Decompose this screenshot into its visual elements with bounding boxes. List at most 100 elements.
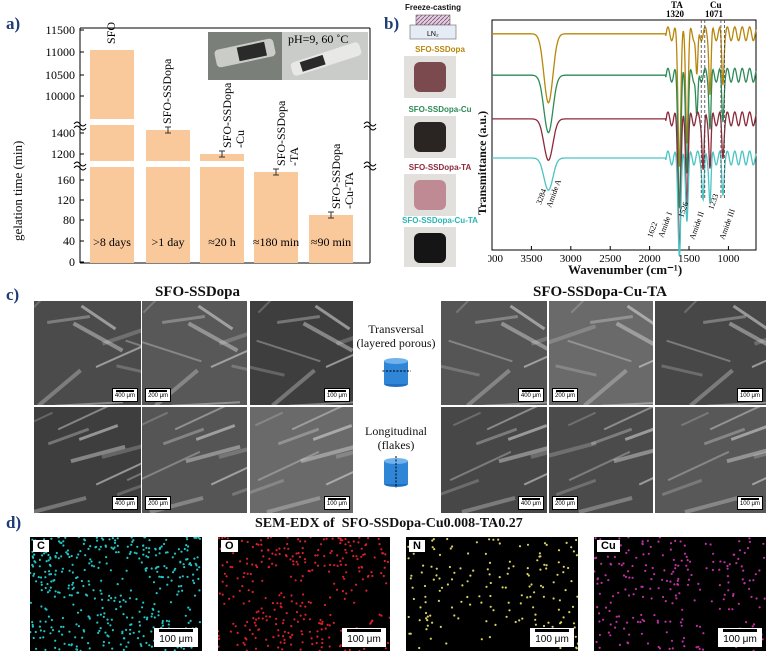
edx-dot bbox=[267, 565, 271, 568]
edx-dot bbox=[309, 537, 312, 539]
edx-dot bbox=[170, 579, 173, 582]
edx-dot bbox=[325, 537, 328, 540]
edx-dot bbox=[83, 539, 87, 542]
edx-dot bbox=[718, 584, 721, 587]
edx-dot bbox=[189, 562, 192, 565]
edx-dot bbox=[552, 581, 555, 584]
edx-dot bbox=[254, 647, 258, 650]
edx-dot bbox=[248, 628, 251, 631]
edx-dot bbox=[297, 552, 300, 555]
edx-dot bbox=[670, 639, 674, 642]
edx-dot bbox=[31, 555, 34, 558]
edx-dot bbox=[61, 567, 64, 570]
edx-dot bbox=[279, 641, 282, 644]
edx-dot bbox=[273, 608, 276, 611]
edx-dot bbox=[609, 601, 612, 604]
edx-dot bbox=[758, 606, 761, 609]
edx-dot bbox=[218, 634, 220, 638]
edx-dot bbox=[723, 593, 726, 596]
edx-dot bbox=[283, 630, 286, 633]
edx-dot bbox=[116, 583, 119, 586]
edx-dot bbox=[636, 620, 639, 623]
edx-dot bbox=[180, 584, 183, 588]
edx-dot bbox=[94, 546, 97, 549]
edx-dot bbox=[459, 567, 462, 570]
edx-dot bbox=[551, 625, 554, 628]
y-tick-label: 11000 bbox=[45, 45, 75, 59]
edx-dot bbox=[320, 543, 323, 546]
sem-texture bbox=[37, 368, 82, 405]
edx-dot bbox=[125, 616, 129, 619]
sem-texture bbox=[325, 454, 353, 486]
edx-dot bbox=[83, 630, 86, 633]
edx-dot bbox=[267, 537, 270, 540]
edx-dot bbox=[520, 594, 523, 597]
scale-bar: 400 μm bbox=[111, 496, 138, 510]
edx-dot bbox=[358, 537, 361, 539]
edx-dot bbox=[670, 572, 673, 575]
edx-dot bbox=[54, 556, 57, 559]
edx-dot bbox=[640, 585, 643, 588]
edx-dot bbox=[681, 608, 684, 611]
edx-dot bbox=[310, 637, 313, 640]
edx-dot bbox=[132, 539, 135, 542]
edx-dot bbox=[646, 642, 650, 645]
edx-dot bbox=[268, 557, 271, 560]
edx-dot bbox=[576, 595, 578, 598]
edx-dot bbox=[138, 610, 141, 613]
sample-gel bbox=[414, 62, 446, 92]
edx-dot bbox=[504, 586, 507, 589]
edx-dot bbox=[80, 609, 83, 612]
edx-dot bbox=[115, 608, 118, 611]
edx-dot bbox=[380, 572, 383, 575]
edx-dot bbox=[275, 549, 278, 552]
edx-dot bbox=[32, 565, 35, 568]
edx-dot bbox=[102, 615, 105, 618]
edx-dot bbox=[71, 583, 74, 586]
edx-dot bbox=[232, 595, 235, 598]
edx-dot bbox=[367, 574, 370, 577]
edx-dot bbox=[33, 572, 36, 575]
edx-dot bbox=[167, 576, 170, 579]
edx-dot bbox=[33, 553, 36, 556]
edx-dot bbox=[627, 594, 631, 597]
bar-break bbox=[146, 161, 190, 167]
edx-dot bbox=[339, 539, 342, 542]
edx-dot bbox=[360, 547, 363, 550]
edx-dot bbox=[45, 560, 48, 563]
edx-dot bbox=[127, 641, 130, 644]
edx-dot bbox=[350, 589, 353, 592]
edx-dot bbox=[635, 556, 638, 559]
edx-dot bbox=[121, 632, 124, 635]
edx-dot bbox=[650, 578, 653, 581]
edx-dot bbox=[478, 595, 481, 598]
sem-texture bbox=[277, 315, 320, 324]
edx-dot bbox=[710, 600, 713, 603]
y-tick-label: 80 bbox=[63, 213, 75, 227]
edx-dot bbox=[51, 629, 55, 632]
sem-texture bbox=[449, 450, 512, 482]
edx-dot bbox=[646, 539, 649, 542]
edx-dot bbox=[727, 608, 731, 611]
sem-texture bbox=[250, 364, 285, 377]
edx-dot bbox=[180, 550, 183, 553]
edx-dot bbox=[193, 537, 196, 539]
edx-dot bbox=[187, 621, 190, 624]
freeze-casting-label: Freeze-casting bbox=[405, 3, 462, 12]
edx-dot bbox=[557, 549, 561, 552]
edx-dot bbox=[743, 582, 746, 585]
sem-texture bbox=[475, 315, 518, 324]
edx-dot bbox=[186, 549, 189, 552]
edx-dot bbox=[167, 623, 170, 626]
edx-dot bbox=[668, 647, 671, 650]
edx-dot bbox=[314, 561, 317, 564]
edx-dot bbox=[101, 606, 104, 610]
edx-dot bbox=[145, 567, 148, 570]
edx-dot bbox=[333, 582, 336, 585]
ftir-x-label: Wavenumber (cm⁻¹) bbox=[568, 262, 683, 277]
edx-dot bbox=[697, 582, 700, 585]
edx-dot bbox=[311, 569, 314, 572]
edx-dot bbox=[614, 626, 617, 629]
edx-dot bbox=[242, 602, 245, 605]
edx-dot bbox=[732, 594, 735, 597]
